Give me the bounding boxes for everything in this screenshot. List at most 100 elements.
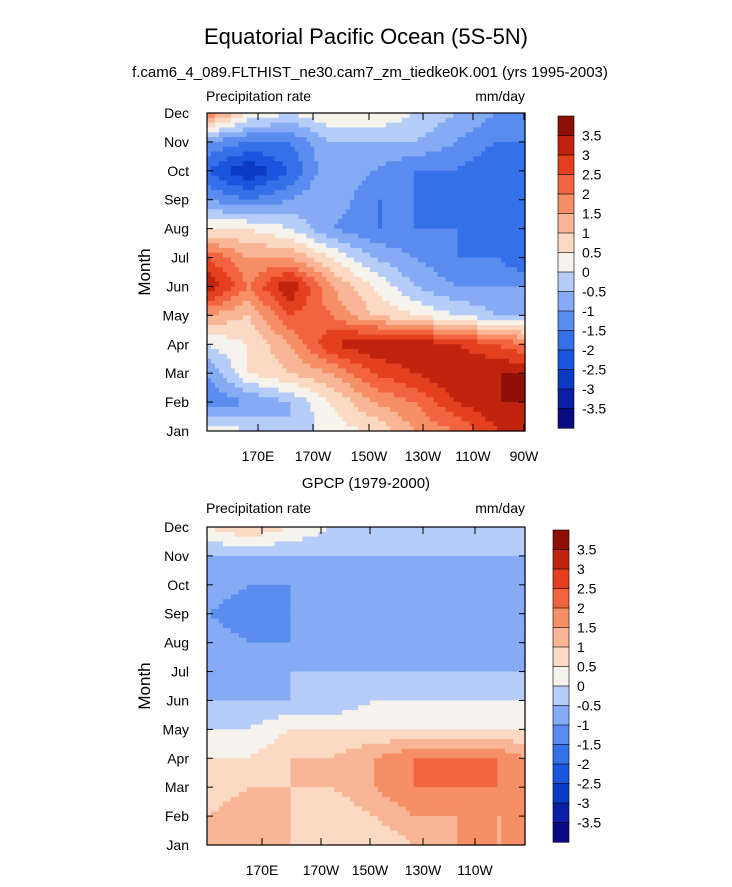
heatmap-cell — [469, 387, 474, 394]
heatmap-cell — [230, 262, 236, 268]
heatmap-cell — [318, 402, 323, 408]
heatmap-cell — [302, 190, 307, 196]
heatmap-cell — [342, 185, 347, 191]
heatmap-cell — [481, 117, 486, 124]
heatmap-cell — [373, 137, 379, 143]
heatmap-cell — [469, 214, 474, 220]
heatmap-cell — [270, 137, 276, 143]
heatmap-cell — [290, 117, 296, 124]
heatmap-cell — [306, 339, 311, 345]
heatmap-cell — [369, 267, 375, 273]
heatmap-cell — [254, 339, 260, 345]
heatmap-cell — [477, 194, 482, 201]
heatmap-cell — [214, 353, 220, 360]
heatmap-cell — [489, 382, 494, 389]
heatmap-cell — [449, 117, 455, 124]
heatmap-cell — [473, 334, 478, 341]
heatmap-cell — [274, 199, 280, 206]
heatmap-cell — [389, 368, 395, 374]
heatmap-cell — [334, 286, 339, 292]
heatmap-cell — [445, 132, 451, 138]
heatmap-cell — [306, 411, 311, 418]
heatmap-cell — [214, 238, 220, 244]
panel-model-plot — [206, 112, 526, 432]
heatmap-cell — [262, 286, 268, 292]
heatmap-cell — [254, 325, 260, 331]
heatmap-cell — [262, 262, 268, 268]
heatmap-cell — [330, 402, 335, 408]
heatmap-cell — [373, 373, 379, 379]
heatmap-cell — [521, 161, 526, 167]
heatmap-cell — [258, 257, 264, 263]
heatmap-cell — [270, 300, 276, 307]
heatmap-cell — [350, 296, 355, 302]
heatmap-cell — [294, 397, 300, 403]
heatmap-cell — [278, 146, 284, 153]
heatmap-cell — [429, 185, 435, 191]
heatmap-cell — [417, 117, 423, 124]
heatmap-cell — [417, 132, 423, 138]
heatmap-cell — [230, 117, 236, 124]
heatmap-cell — [354, 378, 359, 384]
heatmap-cell — [226, 180, 232, 186]
heatmap-cell — [234, 228, 240, 235]
heatmap-cell — [517, 291, 522, 297]
heatmap-cell — [270, 397, 276, 403]
heatmap-cell — [473, 122, 478, 129]
heatmap-cell — [405, 146, 411, 153]
heatmap-cell — [298, 156, 304, 162]
heatmap-cell — [354, 122, 359, 129]
heatmap-cell — [497, 373, 502, 379]
heatmap-cell — [258, 349, 264, 355]
heatmap-cell — [425, 368, 431, 374]
heatmap-cell — [485, 175, 490, 182]
heatmap-cell — [505, 363, 510, 369]
heatmap-cell — [481, 329, 486, 336]
heatmap-cell — [477, 305, 482, 312]
heatmap-cell — [509, 161, 514, 167]
heatmap-cell — [517, 325, 522, 331]
heatmap-cell — [322, 180, 327, 186]
heatmap-cell — [373, 315, 379, 321]
heatmap-cell — [346, 243, 351, 249]
heatmap-cell — [310, 204, 315, 210]
heatmap-cell — [230, 339, 236, 345]
heatmap-cell — [302, 349, 307, 355]
heatmap-cell — [509, 358, 514, 365]
heatmap-cell — [238, 233, 244, 239]
heatmap-cell — [366, 329, 371, 336]
heatmap-cell — [218, 320, 224, 326]
heatmap-cell — [266, 180, 272, 186]
heatmap-cell — [401, 194, 407, 201]
heatmap-cell — [413, 238, 419, 244]
heatmap-cell — [381, 291, 387, 297]
heatmap-cell — [338, 402, 343, 408]
heatmap-cell — [274, 378, 280, 384]
heatmap-cell — [425, 117, 431, 124]
heatmap-cell — [489, 132, 494, 138]
heatmap-cell — [381, 368, 387, 374]
heatmap-cell — [469, 276, 474, 283]
heatmap-cell — [258, 406, 264, 413]
heatmap-cell — [465, 233, 470, 239]
heatmap-cell — [282, 315, 288, 321]
heatmap-cell — [433, 325, 439, 331]
heatmap-cell — [493, 146, 498, 153]
heatmap-cell — [369, 373, 375, 379]
heatmap-cell — [457, 305, 463, 312]
heatmap-cell — [373, 146, 379, 153]
heatmap-cell — [322, 387, 327, 394]
heatmap-cell — [346, 252, 351, 259]
heatmap-cell — [409, 310, 415, 316]
heatmap-cell — [441, 262, 447, 268]
heatmap-cell — [338, 315, 343, 321]
heatmap-cell — [338, 363, 343, 369]
heatmap-cell — [270, 233, 276, 239]
heatmap-cell — [433, 344, 439, 350]
heatmap-cell — [246, 320, 252, 326]
heatmap-cell — [366, 353, 371, 360]
heatmap-cell — [354, 223, 359, 230]
heatmap-cell — [477, 339, 482, 345]
heatmap-cell — [242, 325, 248, 331]
heatmap-cell — [302, 281, 307, 288]
